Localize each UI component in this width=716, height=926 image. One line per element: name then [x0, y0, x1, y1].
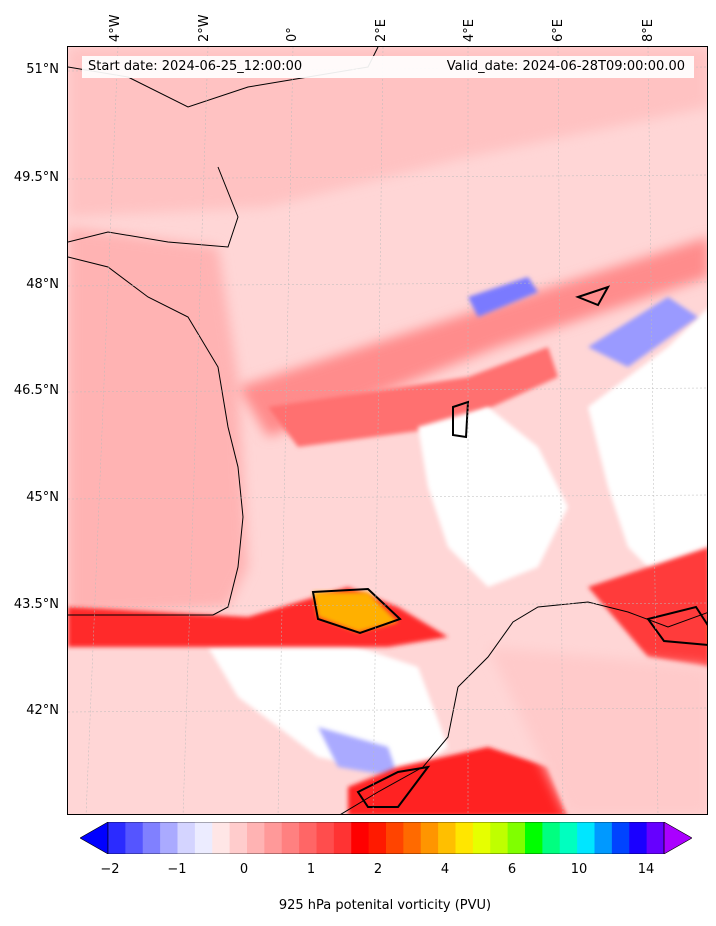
- pv-field-blue-2: [318, 727, 398, 777]
- pv-field-hotspot-1: [313, 592, 398, 632]
- pv-field-white-1: [418, 407, 568, 587]
- lat-label-43-5n: 43.5°N: [13, 597, 59, 612]
- colorbar-segment: [229, 822, 248, 854]
- lon-label-2e: 2°E: [374, 19, 389, 42]
- colorbar-extend-high: [663, 822, 692, 854]
- colorbar-segment: [160, 822, 178, 854]
- colorbar: [80, 822, 692, 854]
- coastline-mediterranean: [457, 601, 707, 688]
- colorbar-segment: [542, 822, 561, 854]
- pv-contour-pyrenees: [311, 587, 402, 635]
- pv-field-corsica-sw: [488, 647, 707, 814]
- colorbar-segment: [299, 822, 317, 854]
- colorbar-segment: [507, 822, 526, 854]
- pv-contour-center: [452, 400, 470, 439]
- map-panel: Start date: 2024-06-25_12:00:00 Valid_da…: [67, 46, 708, 815]
- colorbar-segment: [559, 822, 578, 854]
- pv-field-blue-1: [588, 297, 698, 367]
- pv-contour-north-east: [575, 285, 611, 307]
- colorbar-segment: [212, 822, 231, 854]
- lon-label-6e: 6°E: [551, 19, 566, 42]
- colorbar-segment: [490, 822, 509, 854]
- colorbar-segment: [316, 822, 335, 854]
- colorbar-segment: [247, 822, 265, 854]
- colorbar-segment: [455, 822, 474, 854]
- start-date-text: Start date: 2024-06-25_12:00:00: [88, 59, 303, 74]
- lon-label-0: 0°: [285, 27, 300, 42]
- valid-date-text: Valid_date: 2024-06-28T09:00:00.00: [446, 59, 685, 74]
- colorbar-segment: [438, 822, 456, 854]
- coastline-brittany-atlantic: [68, 166, 244, 616]
- colorbar-segment: [177, 822, 196, 854]
- map-canvas: [68, 47, 707, 814]
- colorbar-segment: [386, 822, 404, 854]
- colorbar-segment: [594, 822, 613, 854]
- colorbar-segment: [420, 822, 439, 854]
- lat-label-42n: 42°N: [26, 703, 59, 718]
- pv-contour-catalonia: [356, 765, 431, 808]
- colorbar-border: [107, 822, 665, 854]
- colorbar-segment: [351, 822, 370, 854]
- pv-field-band-1: [238, 237, 707, 437]
- lon-label-4e: 4°E: [462, 19, 477, 42]
- colorbar-segment: [108, 822, 126, 854]
- colorbar-segment: [577, 822, 595, 854]
- colorbar-segment: [194, 822, 213, 854]
- lon-label-2w: 2°W: [197, 14, 212, 42]
- colorbar-segment: [525, 822, 543, 854]
- colorbar-segment: [472, 822, 491, 854]
- lat-label-46-5n: 46.5°N: [13, 383, 59, 398]
- colorbar-segment: [142, 822, 161, 854]
- colorbar-segment: [333, 822, 352, 854]
- lon-label-8e: 8°E: [641, 19, 656, 42]
- lat-label-51n: 51°N: [26, 62, 59, 77]
- pv-field-ligurian: [588, 547, 707, 667]
- colorbar-segment: [629, 822, 648, 854]
- colorbar-tick-m2: −2: [100, 862, 120, 877]
- colorbar-extend-low: [80, 822, 109, 854]
- colorbar-tick-6: 6: [507, 862, 517, 877]
- colorbar-tick-m1: −1: [167, 862, 187, 877]
- colorbar-tick-0: 0: [239, 862, 249, 877]
- colorbar-segment: [368, 822, 387, 854]
- pv-contour-ligurian: [646, 605, 707, 646]
- pv-field-catalonia: [348, 747, 568, 814]
- colorbar-tick-1: 1: [306, 862, 316, 877]
- pv-field-white-3: [208, 637, 448, 777]
- lat-label-48n: 48°N: [26, 277, 59, 292]
- colorbar-tick-10: 10: [570, 862, 588, 877]
- colorbar-tick-14: 14: [637, 862, 655, 877]
- colorbar-title: 925 hPa potenital vorticity (PVU): [278, 898, 492, 913]
- pv-field-atlantic: [68, 227, 248, 617]
- lon-label-4w: 4°W: [108, 14, 123, 42]
- lat-label-45n: 45°N: [26, 490, 59, 505]
- header-band: [82, 56, 694, 78]
- pv-field-white-2: [588, 308, 707, 587]
- lat-label-49-5n: 49.5°N: [13, 170, 59, 185]
- colorbar-segment: [264, 822, 283, 854]
- colorbar-segment: [611, 822, 630, 854]
- pv-field-blue-3: [468, 277, 538, 317]
- colorbar-segment: [403, 822, 422, 854]
- pv-field-band-2: [268, 347, 558, 447]
- colorbar-segment: [646, 822, 665, 854]
- colorbar-segment: [125, 822, 144, 854]
- colorbar-tick-2: 2: [373, 862, 383, 877]
- pv-field-north: [68, 47, 707, 217]
- colorbar-segment: [281, 822, 300, 854]
- colorbar-tick-4: 4: [440, 862, 450, 877]
